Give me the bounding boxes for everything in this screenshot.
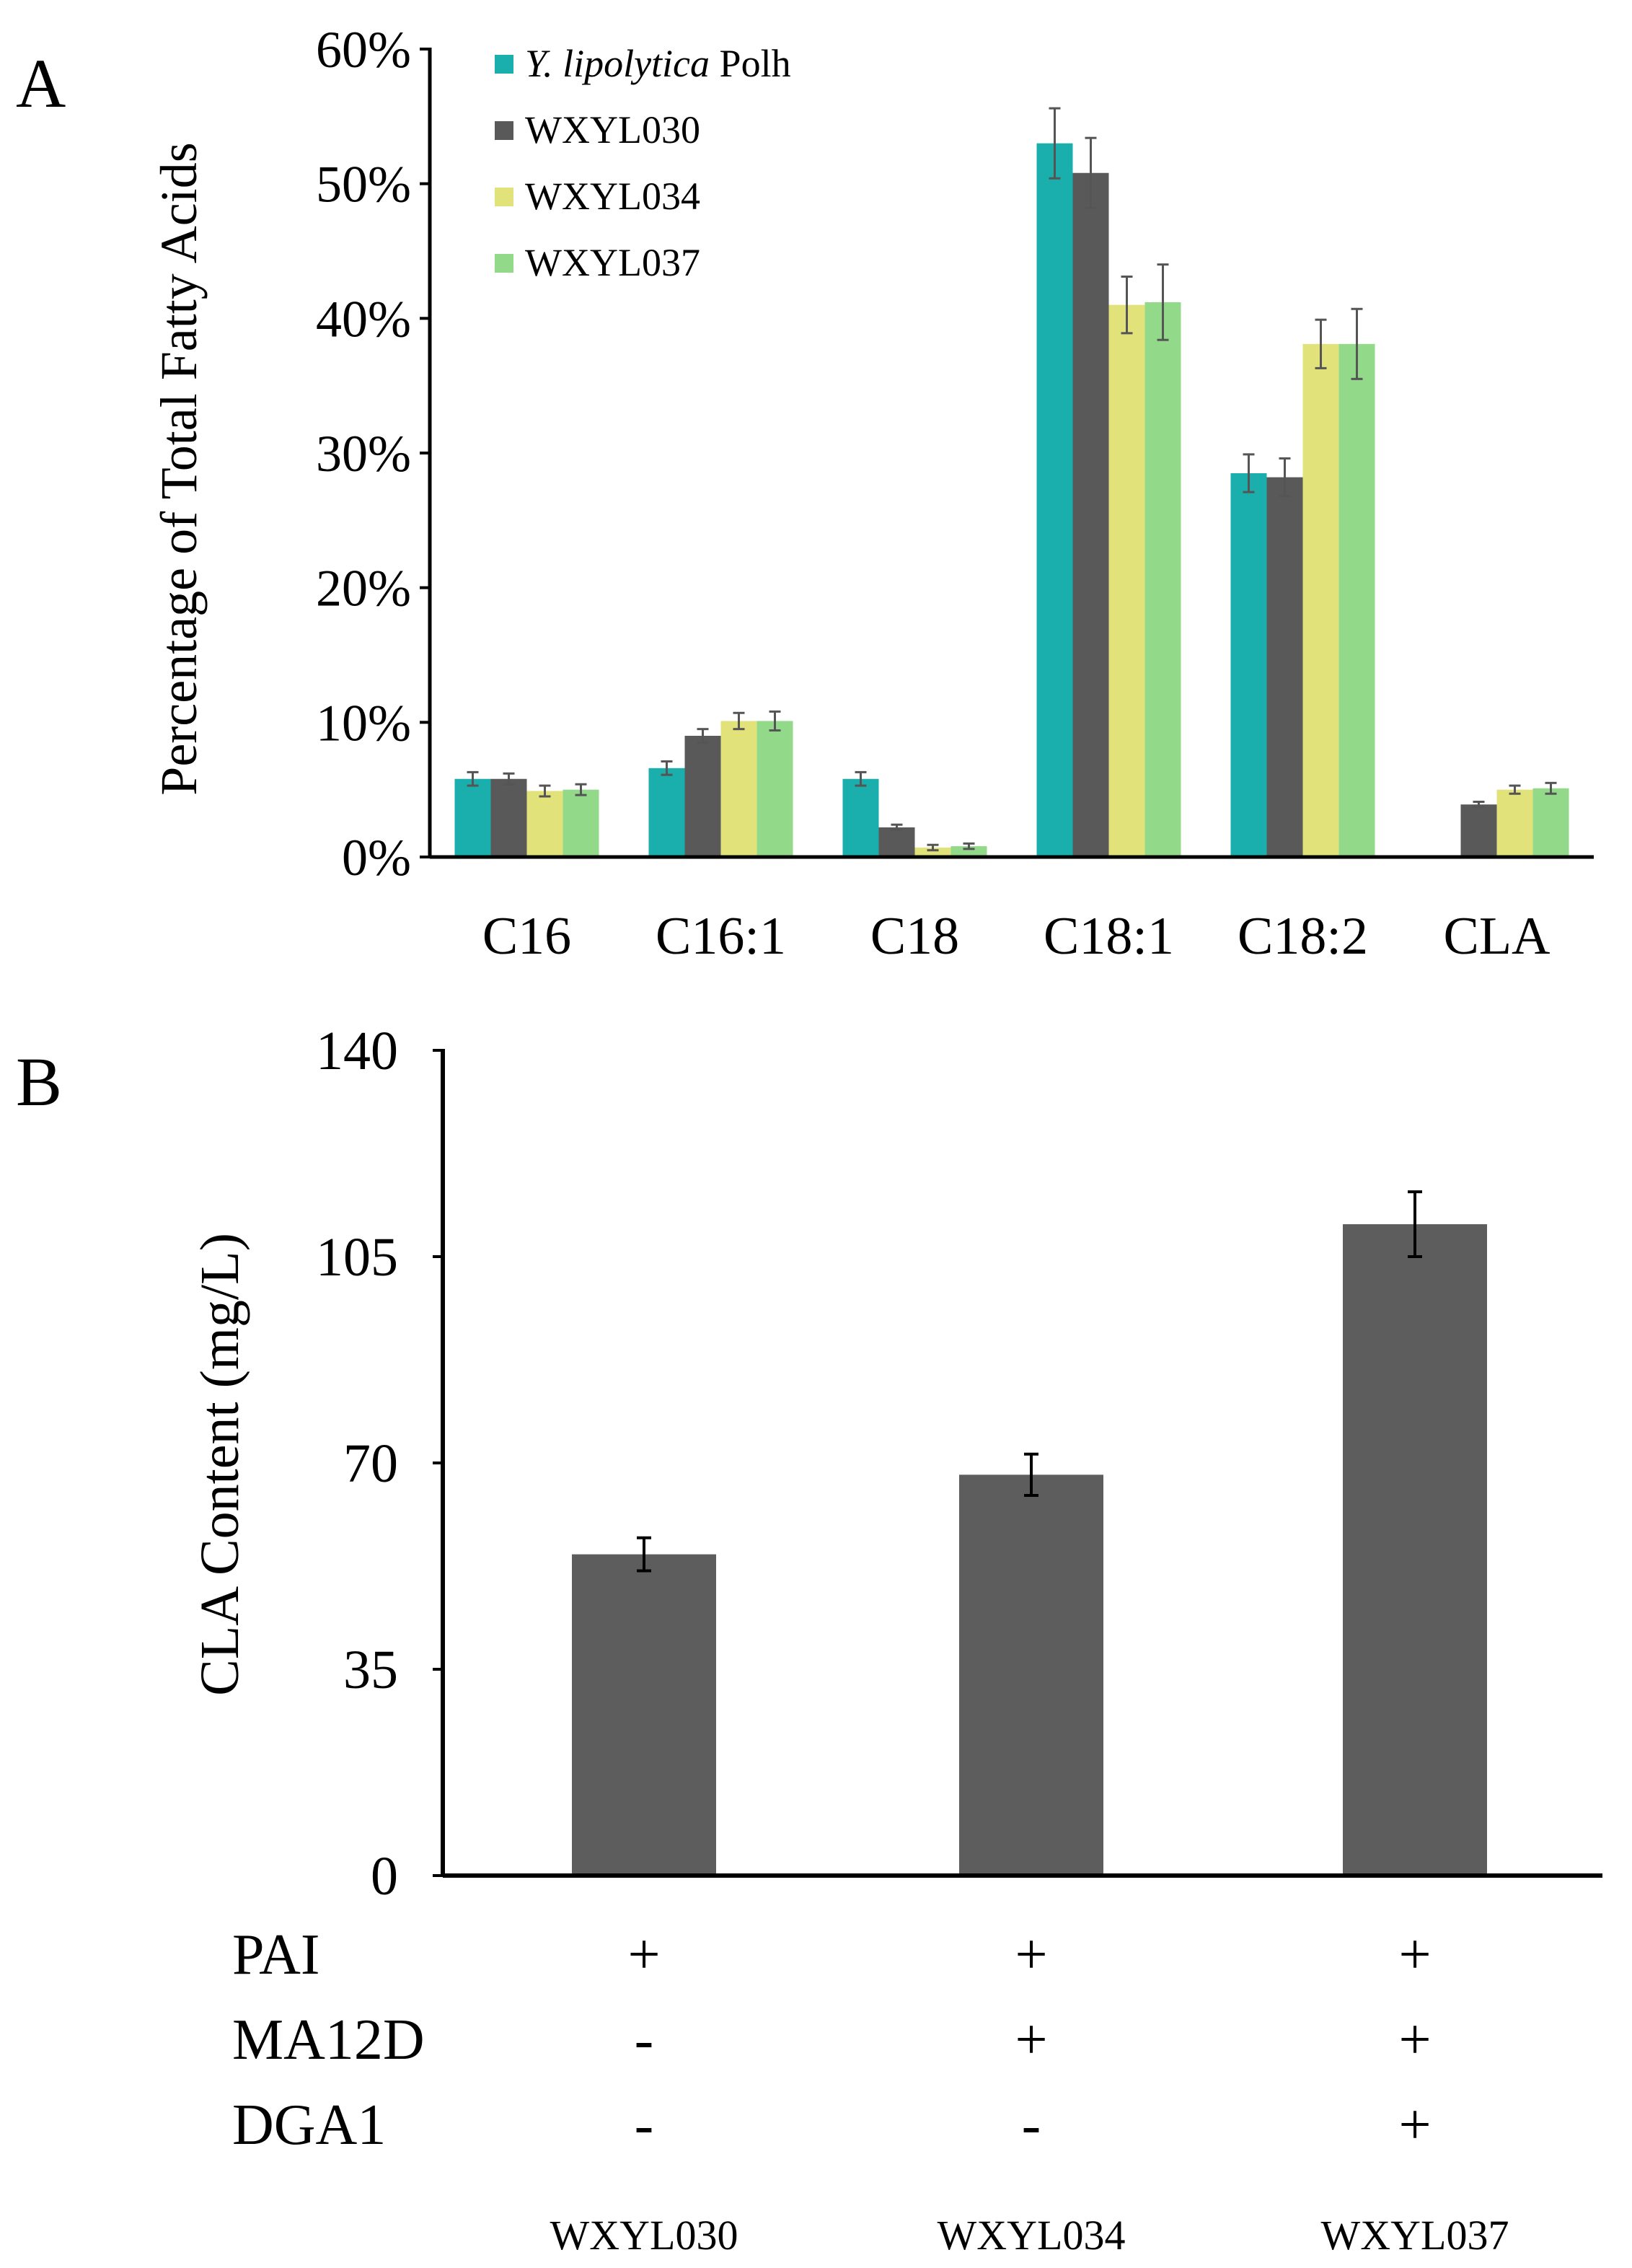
bar bbox=[454, 778, 491, 857]
legend-label: WXYL030 bbox=[525, 108, 700, 151]
bar bbox=[1230, 473, 1267, 857]
panel-a-label: A bbox=[16, 45, 66, 122]
y-tick-label: 35 bbox=[343, 1640, 398, 1700]
bar bbox=[1108, 304, 1145, 858]
bar bbox=[684, 736, 721, 857]
genotype-sign: - bbox=[1022, 2093, 1041, 2157]
panel-a-y-axis-label: Percentage of Total Fatty Acids bbox=[150, 142, 208, 795]
panel-b-label: B bbox=[16, 1043, 62, 1120]
panel-b-y-axis-label: CLA Content (mg/L) bbox=[190, 1233, 250, 1696]
x-tick-label: WXYL030 bbox=[550, 2212, 738, 2259]
x-tick-label: CLA bbox=[1444, 907, 1551, 966]
bar bbox=[914, 847, 951, 857]
bar bbox=[1072, 172, 1109, 857]
legend-swatch bbox=[495, 254, 513, 273]
genotype-sign: + bbox=[1015, 1923, 1047, 1987]
genotype-row-label: MA12D bbox=[232, 2008, 425, 2072]
genotype-sign: - bbox=[635, 2008, 654, 2072]
panel-a-axes bbox=[428, 48, 1594, 859]
panel-b-x-tick-labels: WXYL030 WXYL034 WXYL037 bbox=[550, 2212, 1509, 2259]
genotype-sign: - bbox=[635, 2093, 654, 2157]
y-tick-label: 50% bbox=[316, 156, 411, 214]
bar bbox=[1460, 804, 1497, 857]
y-tick-label: 140 bbox=[316, 1021, 398, 1081]
bar bbox=[648, 768, 685, 857]
legend-swatch bbox=[495, 121, 513, 140]
genotype-row-label: DGA1 bbox=[232, 2093, 386, 2157]
legend-swatch bbox=[495, 188, 513, 206]
panel-b-genotype-table: PAI + + + MA12D - + + DGA1 - - + bbox=[232, 1923, 1432, 2157]
panel-b-bars bbox=[572, 1224, 1487, 1876]
y-tick-label: 10% bbox=[316, 694, 411, 752]
genotype-sign: + bbox=[1398, 1923, 1431, 1987]
bar bbox=[563, 789, 599, 857]
y-tick-label: 0 bbox=[371, 1846, 398, 1907]
y-tick-label: 0% bbox=[342, 829, 411, 887]
genotype-sign: + bbox=[1015, 2008, 1047, 2072]
x-tick-label: C18:1 bbox=[1044, 907, 1174, 966]
bar bbox=[757, 721, 793, 857]
panel-a-bars bbox=[454, 143, 1569, 858]
y-tick-label: 70 bbox=[343, 1433, 398, 1494]
genotype-sign: + bbox=[1398, 2008, 1431, 2072]
bar bbox=[720, 721, 757, 857]
legend-label: Y. lipolytica Polh bbox=[525, 42, 791, 85]
y-tick-label: 105 bbox=[316, 1227, 398, 1288]
panel-b-y-ticks: 0 35 70 105 140 bbox=[316, 1021, 443, 1907]
bar bbox=[1532, 788, 1569, 857]
legend-label: WXYL034 bbox=[525, 175, 700, 218]
bar bbox=[572, 1554, 716, 1876]
bar bbox=[878, 827, 915, 857]
bar bbox=[1302, 343, 1339, 857]
bar bbox=[1338, 343, 1375, 857]
x-tick-label: WXYL037 bbox=[1321, 2212, 1509, 2259]
legend-label-rest: Polh bbox=[710, 42, 791, 85]
bar bbox=[1343, 1224, 1487, 1876]
x-tick-label: C16:1 bbox=[656, 907, 786, 966]
panel-a-x-tick-labels: C16 C16:1 C18 C18:1 C18:2 CLA bbox=[482, 907, 1551, 966]
panel-b-axes bbox=[441, 1049, 1602, 1878]
y-tick-label: 60% bbox=[316, 21, 411, 79]
genotype-row-label: PAI bbox=[232, 1923, 320, 1987]
genotype-sign: + bbox=[627, 1923, 660, 1987]
legend-swatch bbox=[495, 55, 513, 74]
bar bbox=[1496, 789, 1533, 857]
x-tick-label: WXYL034 bbox=[938, 2212, 1126, 2259]
bar bbox=[526, 791, 563, 857]
bar bbox=[490, 778, 527, 857]
x-tick-label: C16 bbox=[482, 907, 571, 966]
bar bbox=[959, 1474, 1103, 1876]
panel-b: B CLA Content (mg/L) 0 35 70 105 140 PAI + + + M… bbox=[16, 1021, 1602, 2259]
y-tick-label: 30% bbox=[316, 425, 411, 483]
legend-label: WXYL037 bbox=[525, 241, 700, 284]
legend-label-italic: Y. lipolytica bbox=[525, 42, 710, 85]
panel-a-error-bars bbox=[467, 107, 1557, 852]
panel-a: A Percentage of Total Fatty Acids 0% 10% 2… bbox=[16, 21, 1594, 966]
bar bbox=[1266, 477, 1303, 857]
bar bbox=[1036, 143, 1073, 857]
bar bbox=[950, 846, 987, 857]
panel-a-y-ticks: 0% 10% 20% 30% 40% 50% 60% bbox=[316, 21, 430, 887]
bar bbox=[842, 778, 879, 857]
y-tick-label: 40% bbox=[316, 290, 411, 348]
genotype-sign: + bbox=[1398, 2093, 1431, 2157]
panel-b-error-bars bbox=[637, 1190, 1422, 1573]
y-tick-label: 20% bbox=[316, 560, 411, 617]
bar bbox=[1144, 302, 1181, 857]
x-tick-label: C18:2 bbox=[1238, 907, 1368, 966]
x-tick-label: C18 bbox=[870, 907, 959, 966]
